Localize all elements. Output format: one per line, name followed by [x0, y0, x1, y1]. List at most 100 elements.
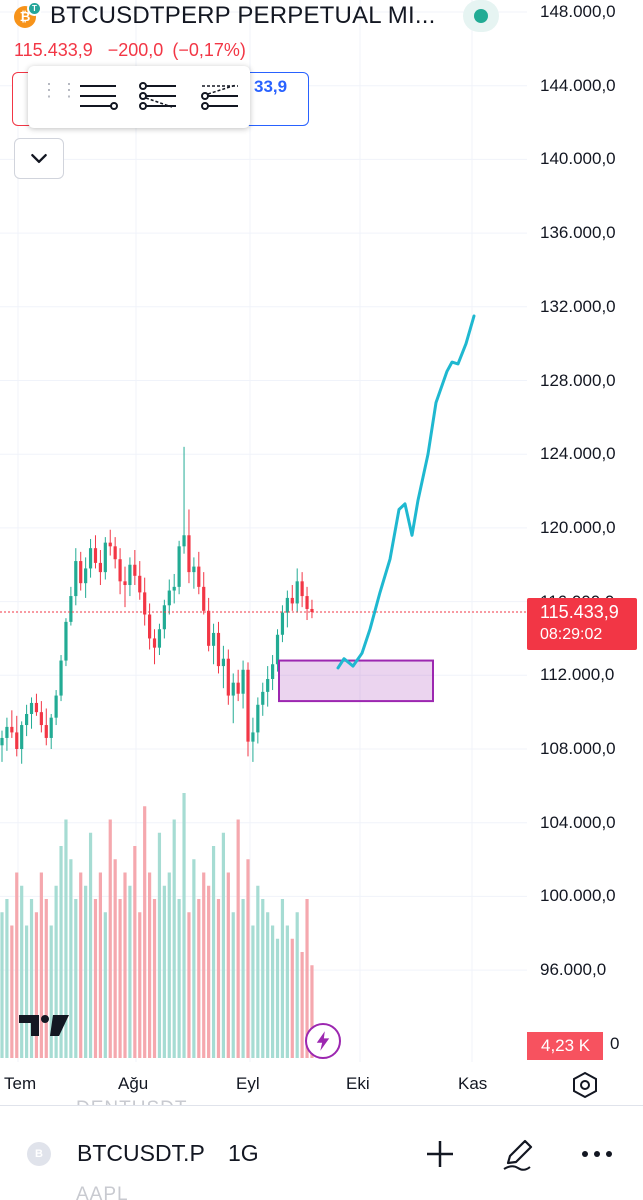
- market-open-dot-icon: [474, 9, 488, 23]
- candle: [5, 726, 9, 738]
- candle: [148, 614, 152, 639]
- price-scale-label: 132.000,0: [540, 296, 616, 316]
- volume-bar: [15, 872, 19, 1058]
- next-symbol-ghost: AAPL: [76, 1184, 129, 1200]
- volume-bar: [202, 872, 206, 1058]
- symbol-title[interactable]: BTCUSDTPERP PERPETUAL MI...: [50, 2, 436, 29]
- candle: [44, 725, 48, 738]
- volume-bar: [285, 925, 289, 1058]
- candle: [246, 669, 250, 742]
- market-status-button[interactable]: [463, 0, 499, 32]
- volume-bar: [25, 925, 29, 1058]
- perpetual-badge-icon: T: [27, 1, 42, 16]
- candle: [103, 542, 107, 573]
- bar-countdown: 08:29:02: [540, 626, 603, 643]
- candle: [98, 562, 102, 573]
- interval-selector[interactable]: 1G: [228, 1140, 259, 1166]
- price-chart[interactable]: [0, 0, 643, 1105]
- volume-bar: [59, 846, 63, 1058]
- volume-bar: [20, 885, 24, 1058]
- candle: [285, 597, 289, 613]
- volume-bar: [226, 872, 230, 1058]
- volume-bar: [88, 832, 93, 1058]
- price-scale-label: 124.000,0: [540, 444, 616, 464]
- volume-bar: [236, 819, 240, 1058]
- volume-bar: [300, 952, 304, 1058]
- candle: [162, 605, 166, 630]
- volume-bar: [275, 938, 280, 1058]
- candle: [211, 632, 216, 646]
- chart-header: ₿ T BTCUSDTPERP PERPETUAL MI...: [0, 0, 525, 40]
- candle: [236, 682, 240, 694]
- more-dots-icon[interactable]: [579, 1136, 615, 1172]
- candle: [241, 669, 245, 694]
- volume-bar: [133, 846, 137, 1058]
- candle: [152, 638, 157, 648]
- volume-bar: [162, 885, 166, 1058]
- candle: [167, 590, 171, 606]
- volume-bar: [221, 832, 225, 1058]
- candle: [64, 621, 68, 661]
- candle: [123, 581, 127, 586]
- chevron-down-icon: [31, 153, 47, 164]
- candle: [79, 561, 83, 584]
- volume-bar: [143, 806, 147, 1058]
- volume-bar: [251, 925, 255, 1058]
- volume-bar: [0, 912, 4, 1058]
- volume-bar: [98, 872, 102, 1058]
- collapse-legend-button[interactable]: [14, 138, 64, 179]
- volume-bar: [182, 793, 186, 1058]
- candle: [187, 535, 191, 573]
- volume-bar: [187, 912, 191, 1058]
- pen-icon[interactable]: [500, 1136, 536, 1172]
- price-scale-label: 96.000,0: [540, 960, 607, 980]
- candle: [261, 691, 265, 705]
- plus-icon[interactable]: [422, 1136, 458, 1172]
- drawing-toolbar[interactable]: ⋮⋮: [28, 66, 250, 128]
- candle: [74, 561, 78, 597]
- volume-bar: [44, 899, 48, 1058]
- bottom-symbol[interactable]: BTCUSDT.P: [77, 1140, 205, 1166]
- price-scale-label: 100.000,0: [540, 886, 616, 906]
- projection-path: [336, 314, 476, 670]
- volume-value-tag: 4,23 K: [527, 1032, 603, 1060]
- price-scale-label: 120.000,0: [540, 517, 616, 537]
- candle: [113, 546, 117, 560]
- candle: [251, 732, 255, 742]
- volume-bar: [177, 899, 181, 1058]
- parallel-lines-tool-icon[interactable]: [78, 80, 118, 112]
- candle: [59, 660, 63, 696]
- settings-hexagon-icon[interactable]: [571, 1071, 599, 1099]
- support-zone-box: [278, 659, 434, 703]
- volume-bar: [152, 899, 157, 1058]
- volume-bar: [84, 885, 88, 1058]
- candle: [295, 581, 299, 604]
- volume-bar: [103, 912, 107, 1058]
- volume-bar: [295, 912, 299, 1058]
- volume-bar: [10, 925, 14, 1058]
- price-scale-label: 148.000,0: [540, 2, 616, 21]
- price-scale-label: 112.000,0: [540, 665, 615, 685]
- volume-bar: [34, 912, 39, 1058]
- price-scale-label: 136.000,0: [540, 223, 616, 243]
- candle: [138, 575, 142, 593]
- time-scale-label: Kas: [458, 1074, 488, 1093]
- candle: [49, 717, 53, 738]
- symbol-coin-icon: B: [27, 1142, 51, 1166]
- price-change-percent: (−0,17%): [172, 40, 246, 60]
- volume-bar: [197, 899, 201, 1058]
- volume-bar: [5, 899, 9, 1058]
- current-price-label: 115.433,9: [540, 602, 619, 622]
- candle: [128, 564, 132, 586]
- price-change: −200,0: [107, 40, 164, 60]
- lightning-bolt-icon[interactable]: [305, 1023, 341, 1059]
- volume-bar: [305, 899, 309, 1058]
- crossed-lines-tool-icon[interactable]: [138, 80, 178, 112]
- candle: [231, 682, 235, 696]
- candle: [182, 535, 186, 547]
- candle: [226, 658, 230, 696]
- drag-handle-icon[interactable]: ⋮⋮: [40, 80, 80, 100]
- candle: [93, 548, 98, 563]
- rising-channel-tool-icon[interactable]: [200, 80, 240, 112]
- price-scale-label: 144.000,0: [540, 75, 616, 95]
